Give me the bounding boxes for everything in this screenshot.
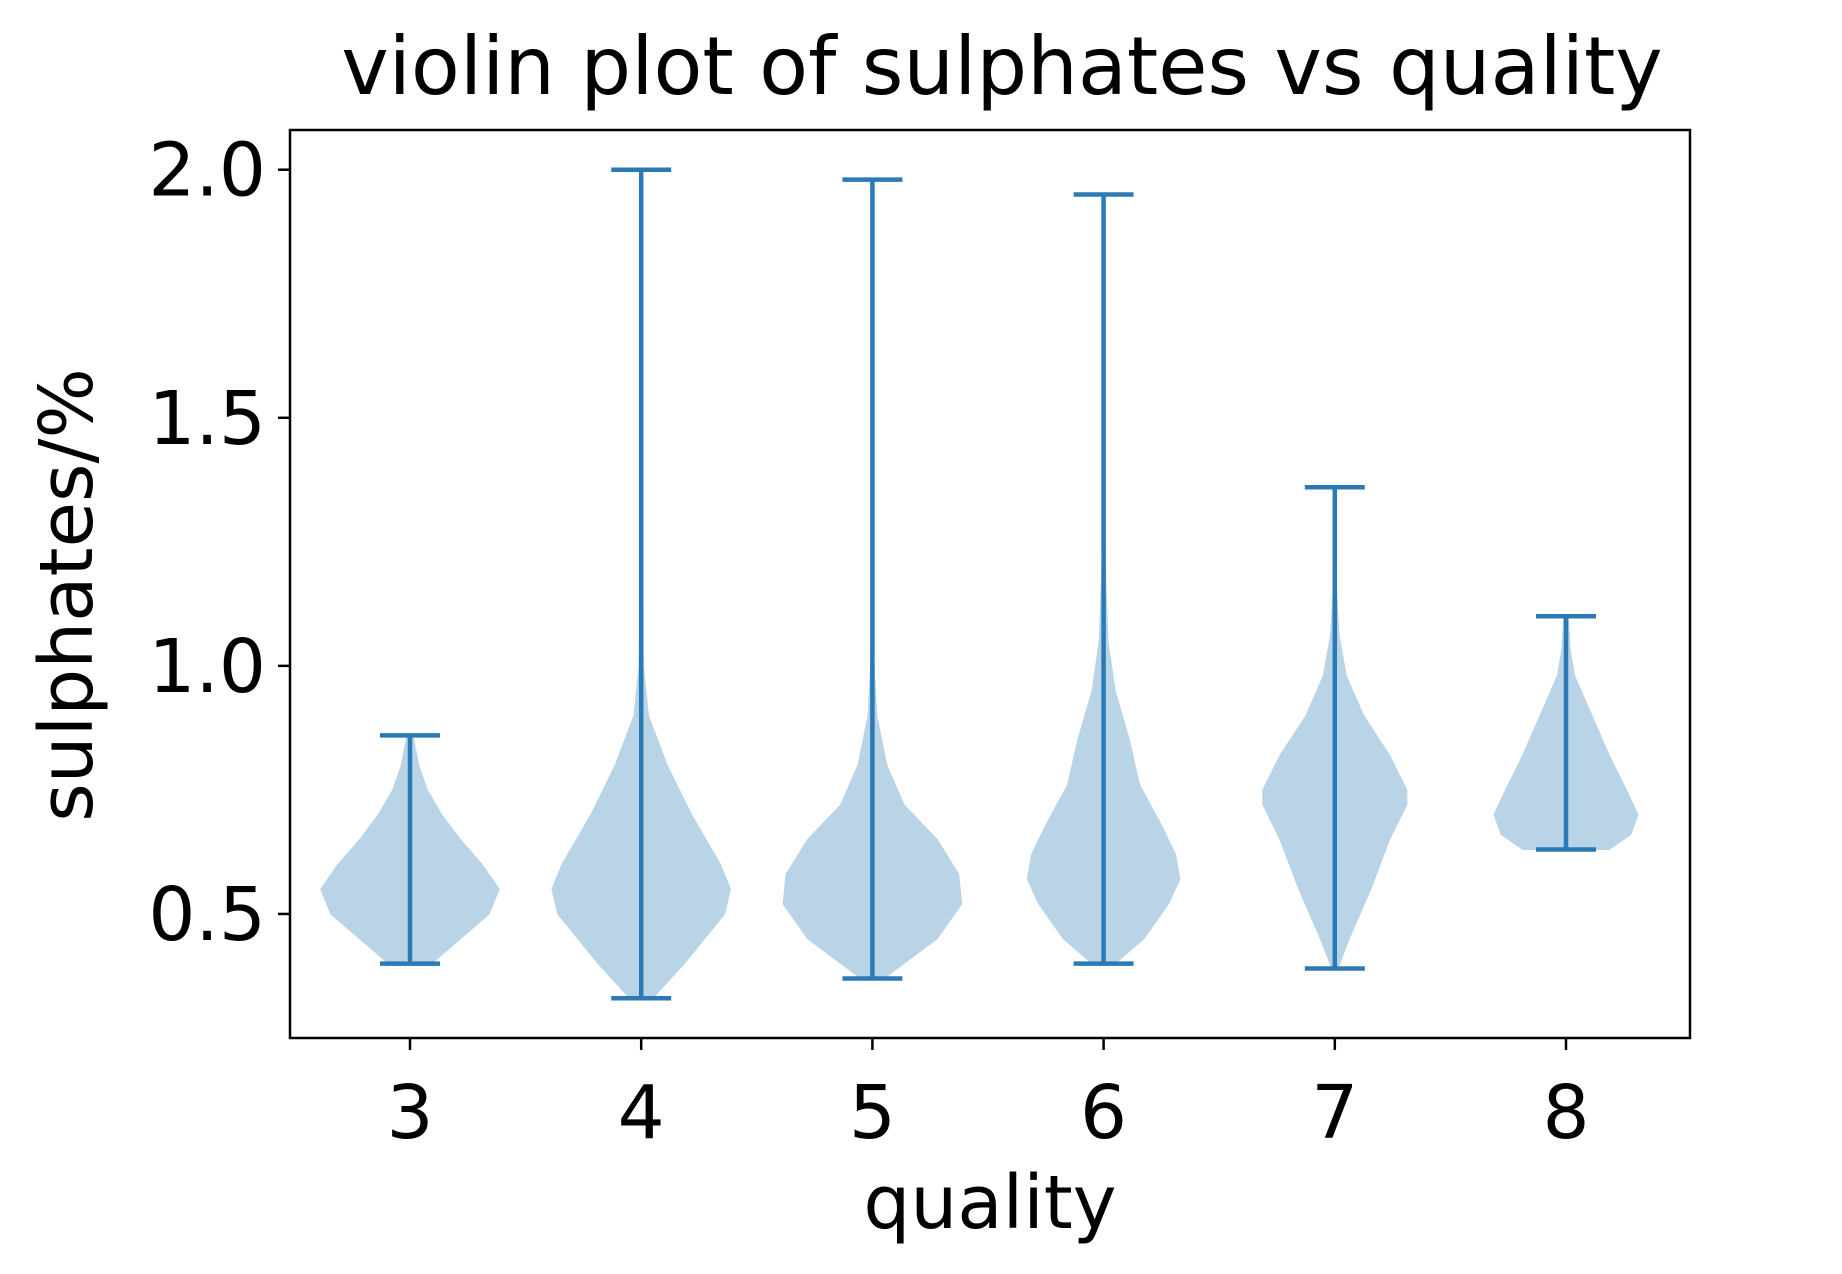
chart-title: violin plot of sulphates vs quality: [341, 20, 1662, 113]
plot-frame: [288, 128, 1692, 1040]
x-tick-label: 4: [618, 1070, 665, 1156]
whiskers-layer: [380, 167, 1596, 1001]
x-tick-label: 3: [386, 1070, 433, 1156]
y-axis-label: sulphates/%: [24, 368, 110, 822]
y-tick-label: 1.5: [148, 376, 266, 462]
x-tick-label: 8: [1542, 1070, 1589, 1156]
x-tick-label: 6: [1080, 1070, 1127, 1156]
y-axis: 0.5 1.0 1.5 2.0: [148, 128, 290, 958]
x-tick-label: 5: [849, 1070, 896, 1156]
y-tick-label: 0.5: [148, 872, 266, 958]
x-tick-label: 7: [1311, 1070, 1358, 1156]
x-axis-label: quality: [863, 1160, 1116, 1246]
y-tick-label: 2.0: [148, 128, 266, 214]
x-axis: 3 4 5 6 7 8: [386, 1038, 1590, 1156]
y-tick-label: 1.0: [148, 624, 266, 710]
